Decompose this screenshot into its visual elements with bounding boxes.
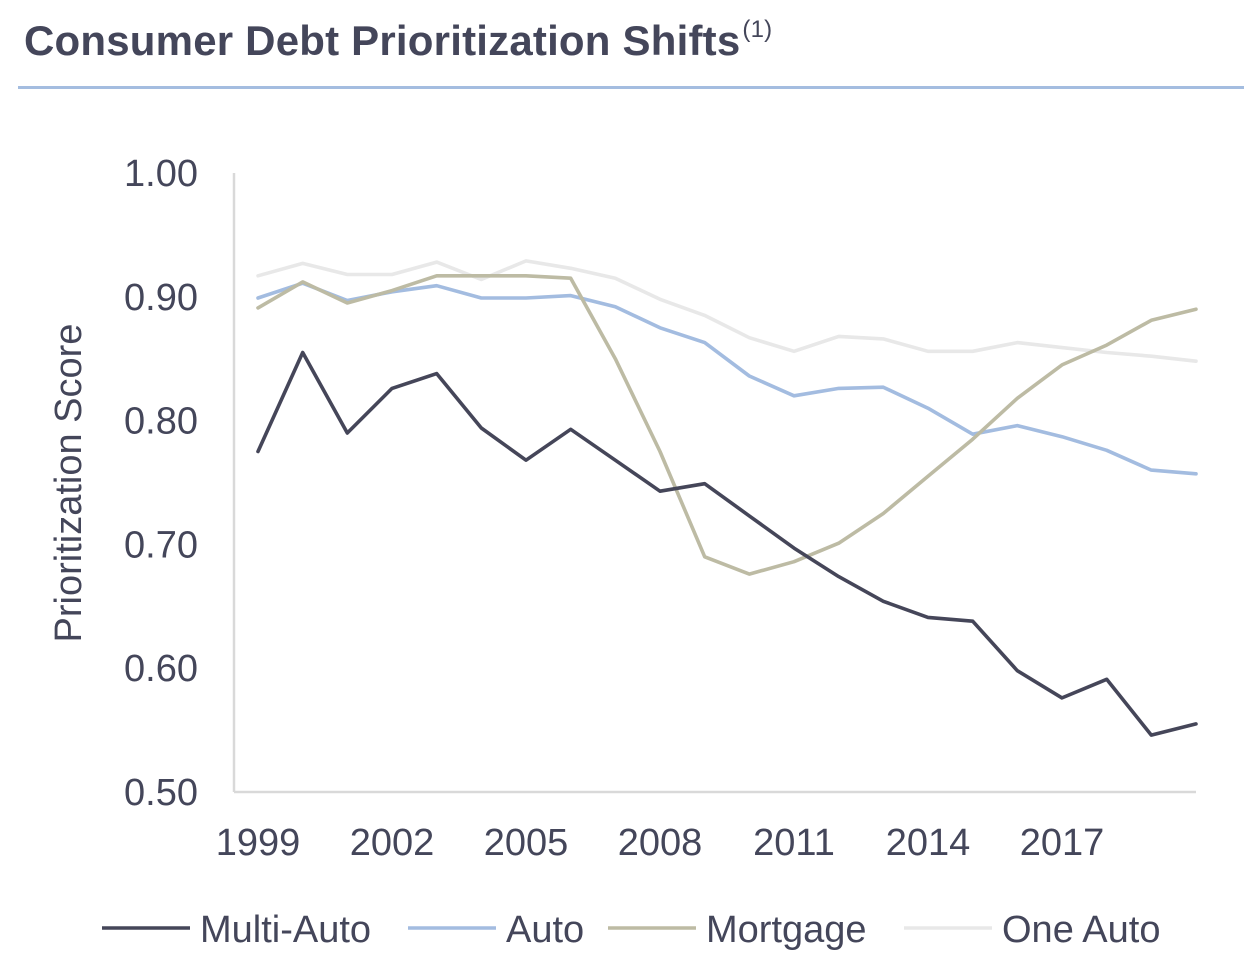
series-line-multi-auto: [256, 350, 1198, 737]
series-line-one-auto: [256, 259, 1198, 364]
legend: Multi-Auto Auto Mortgage One Auto: [102, 909, 1160, 951]
x-tick-label: 2014: [886, 822, 971, 864]
legend-label: Multi-Auto: [200, 909, 371, 951]
y-tick-label: 0.50: [124, 772, 198, 814]
y-tick-label: 0.70: [124, 524, 198, 566]
series-line-auto: [256, 281, 1198, 476]
x-tick-label: 2002: [350, 822, 435, 864]
y-tick-label: 0.80: [124, 401, 198, 443]
chart-axes: [232, 173, 1196, 794]
title-divider: [18, 86, 1244, 89]
x-tick-label: 2017: [1020, 822, 1105, 864]
x-tick-label: 2011: [753, 822, 835, 864]
y-tick-label: 0.60: [124, 648, 198, 690]
legend-label: Mortgage: [706, 909, 867, 951]
y-tick-label: 1.00: [124, 153, 198, 195]
y-axis-title: Prioritization Score: [48, 324, 90, 643]
legend-label: Auto: [506, 909, 584, 951]
series-lines: [256, 259, 1198, 737]
legend-label: One Auto: [1002, 909, 1160, 951]
y-tick-labels: 1.00 0.90 0.80 0.70 0.60 0.50: [124, 153, 198, 814]
series-line-mortgage: [256, 273, 1198, 576]
x-tick-label: 2005: [484, 822, 569, 864]
page-title: Consumer Debt Prioritization Shifts(1): [24, 16, 772, 65]
x-tick-label: 1999: [216, 822, 301, 864]
x-tick-labels: 1999 2002 2005 2008 2011 2014 2017: [216, 822, 1105, 864]
x-tick-label: 2008: [618, 822, 703, 864]
footnote-marker: (1): [742, 16, 773, 43]
y-tick-label: 0.90: [124, 277, 198, 319]
title-text: Consumer Debt Prioritization Shifts: [24, 17, 741, 64]
